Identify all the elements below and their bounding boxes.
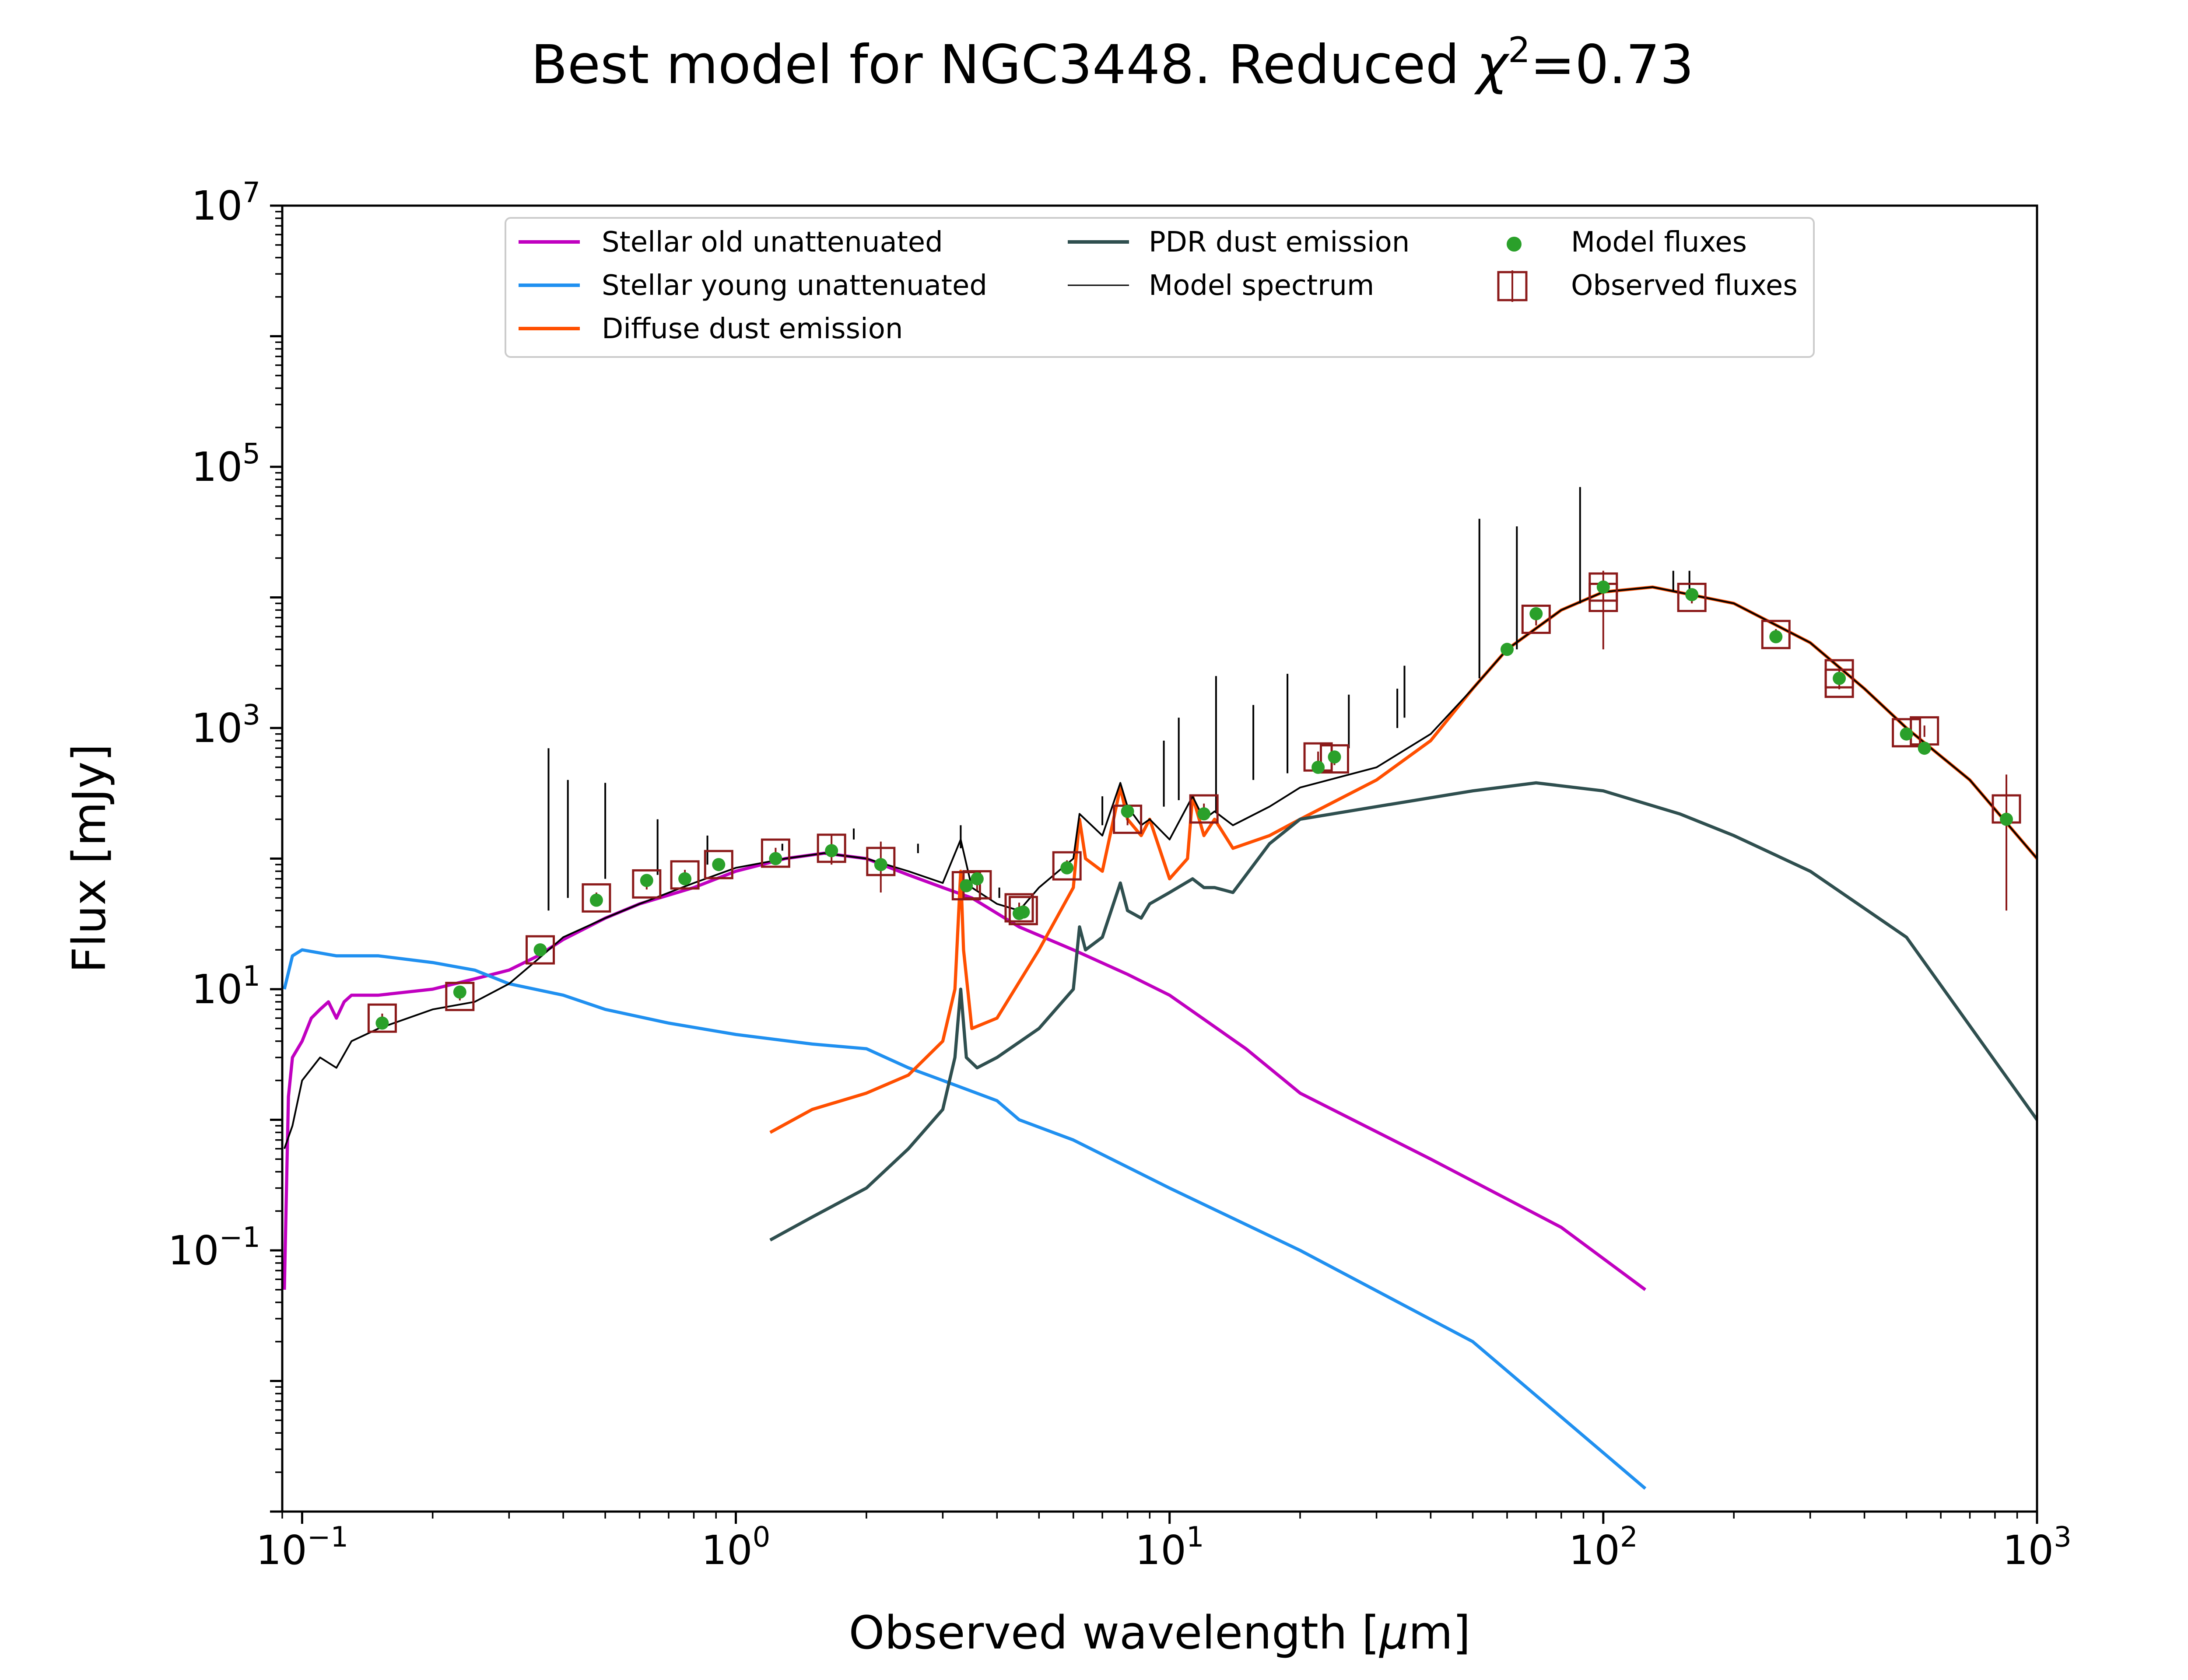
xlabel-end: m] xyxy=(1409,1606,1471,1659)
observed-flux-point xyxy=(817,833,846,863)
observed-flux-point xyxy=(1677,583,1707,612)
x-tick-label: 100 xyxy=(701,1521,771,1574)
model-flux-point xyxy=(2000,812,2013,826)
legend-label-model-fluxes: Model fluxes xyxy=(1571,226,1747,259)
observed-flux-point xyxy=(1008,896,1038,925)
legend-label-pdr-dust: PDR dust emission xyxy=(1149,226,1410,259)
model-flux-point xyxy=(375,1016,389,1030)
model-flux-point xyxy=(1311,760,1325,774)
observed-flux-point xyxy=(1004,893,1034,923)
observed-flux-point xyxy=(1824,668,1854,698)
observed-flux-point xyxy=(704,850,733,879)
legend: Stellar old unattenuated Stellar young u… xyxy=(505,217,1815,358)
legend-label-stellar-young: Stellar young unattenuated xyxy=(602,270,987,302)
xlabel-main: Observed wavelength [ xyxy=(849,1606,1380,1659)
model-flux-point xyxy=(874,858,887,872)
model-flux-point xyxy=(1918,742,1931,755)
model-flux-point xyxy=(1596,580,1610,594)
axes-layer: 10−1 100 101 102 103 10−1 101 103 105 107 xyxy=(168,177,2072,1574)
model-flux-point xyxy=(453,985,466,999)
model-flux-point xyxy=(1900,727,1913,741)
observed-flux-point xyxy=(526,935,555,965)
observed-flux-point xyxy=(1588,572,1618,602)
series-layer xyxy=(283,487,2037,1490)
model-flux-point xyxy=(1197,807,1211,821)
observed-flux-point xyxy=(1521,605,1551,634)
model-flux-point xyxy=(825,844,838,858)
observed-flux-point xyxy=(582,883,611,913)
x-axis-title: Observed wavelength [μm] xyxy=(849,1606,1471,1659)
legend-label-model-spectrum: Model spectrum xyxy=(1149,270,1374,302)
model-flux-point xyxy=(960,879,973,892)
observed-flux-point xyxy=(1892,718,1922,748)
observed-flux-point xyxy=(1052,851,1082,881)
model-flux-point xyxy=(533,943,547,957)
observed-flux-point xyxy=(1189,794,1219,824)
observed-flux-point xyxy=(670,860,700,890)
model-flux-point xyxy=(970,872,984,886)
title-end: =0.73 xyxy=(1530,34,1694,96)
xlabel-mu: μ xyxy=(1378,1606,1408,1659)
observed-flux-point xyxy=(1320,744,1349,774)
x-tick-label: 102 xyxy=(1569,1521,1638,1574)
legend-label-stellar-old: Stellar old unattenuated xyxy=(602,226,943,259)
model-flux-point xyxy=(1121,805,1134,818)
x-tick-label: 101 xyxy=(1135,1521,1204,1574)
y-tick-label: 10−1 xyxy=(168,1222,260,1274)
y-tick-label: 105 xyxy=(191,438,260,490)
observed-flux-point xyxy=(866,847,896,876)
observed-flux-point xyxy=(632,869,662,899)
chart-title: Best model for NGC3448. Reduced χ2=0.73 xyxy=(531,30,1694,96)
x-tick-label: 10−1 xyxy=(256,1521,348,1574)
legend-label-diffuse-dust: Diffuse dust emission xyxy=(602,313,903,345)
y-tick-label: 107 xyxy=(191,177,260,229)
model-flux-point xyxy=(1328,750,1341,764)
model-flux-point xyxy=(640,874,653,887)
model-flux-point xyxy=(1529,607,1543,620)
observed-flux-point xyxy=(445,982,475,1012)
title-sup: 2 xyxy=(1508,30,1530,70)
y-axis-title: Flux [mJy] xyxy=(63,744,116,973)
x-tick-label: 103 xyxy=(2002,1521,2072,1574)
observed-flux-point xyxy=(761,838,790,868)
y-tick-label: 101 xyxy=(191,960,260,1013)
series-line-pdr-dust-emission xyxy=(769,781,2037,1242)
model-flux-point xyxy=(1685,588,1699,602)
series-line-stellar-young-unattenuated xyxy=(283,948,1647,1490)
observed-flux-point xyxy=(1761,620,1791,649)
y-tick-label: 103 xyxy=(191,699,260,752)
legend-label-observed-fluxes: Observed fluxes xyxy=(1571,270,1798,302)
model-flux-point xyxy=(678,872,692,886)
model-flux-point xyxy=(1060,861,1074,875)
model-flux-point xyxy=(1769,630,1783,644)
legend-box xyxy=(505,217,1815,358)
series-line-model-spectrum xyxy=(283,586,2037,1149)
model-flux-point xyxy=(1017,905,1030,919)
legend-marker-model-fluxes xyxy=(1507,237,1522,252)
points-layer xyxy=(367,570,2021,1033)
model-flux-point xyxy=(1501,643,1514,656)
model-flux-point xyxy=(589,893,603,907)
title-main: Best model for NGC3448. Reduced xyxy=(531,34,1476,96)
plot-area xyxy=(282,206,2037,1512)
model-flux-point xyxy=(1833,672,1846,685)
title-chi: χ xyxy=(1474,34,1510,96)
model-flux-point xyxy=(712,858,726,872)
observed-flux-point xyxy=(367,1003,397,1033)
model-flux-point xyxy=(769,852,782,865)
